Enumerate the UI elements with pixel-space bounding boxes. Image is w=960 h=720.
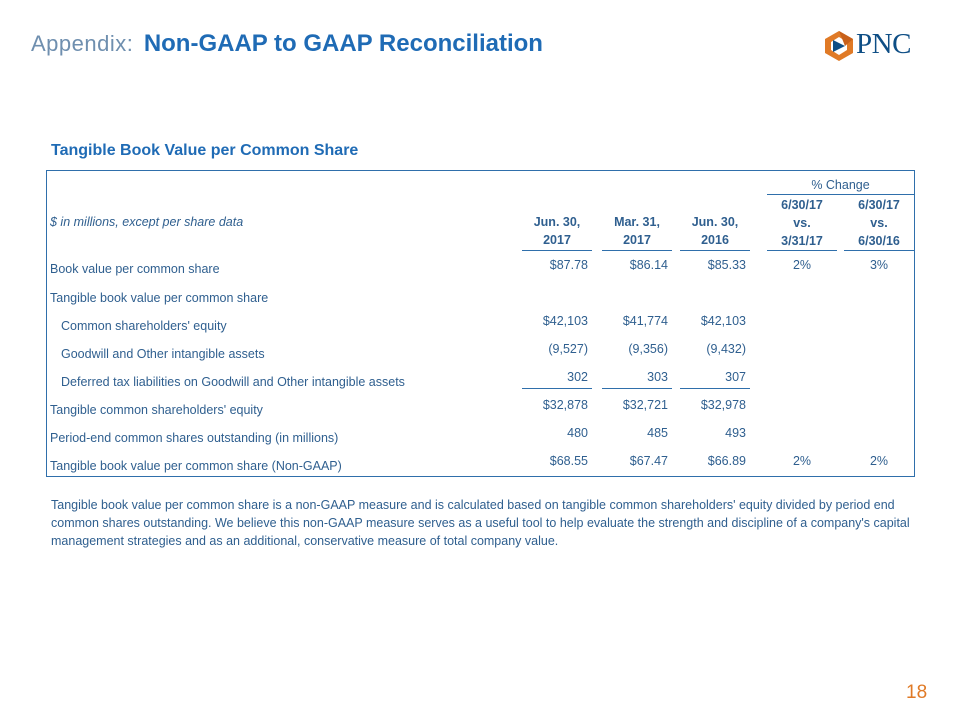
header-rule-2 xyxy=(602,250,672,251)
cell-value: $32,878 xyxy=(542,398,588,412)
pnc-logo: PNC xyxy=(824,28,934,62)
row-label: Tangible common shareholders' equity xyxy=(50,403,263,417)
cell-value: 302 xyxy=(567,370,588,384)
title-main: Non-GAAP to GAAP Reconciliation xyxy=(143,30,543,57)
cell-pct: 2% xyxy=(869,454,889,468)
cell-pct: 3% xyxy=(869,258,889,272)
cell-value: (9,432) xyxy=(706,342,746,356)
cell-value: 493 xyxy=(725,426,746,440)
header-rule-4 xyxy=(767,250,837,251)
col-header-jun-2017: Jun. 30, 2017 xyxy=(533,215,581,247)
row-label: Deferred tax liabilities on Goodwill and… xyxy=(61,375,405,389)
header-rule-3 xyxy=(680,250,750,251)
col-header-jun-2016: Jun. 30, 2016 xyxy=(691,215,739,247)
row-label: Common shareholders' equity xyxy=(61,319,227,333)
cell-value: 485 xyxy=(647,426,668,440)
pct-change-header: % Change xyxy=(811,178,870,192)
cell-value: $42,103 xyxy=(700,314,746,328)
header-rule-5 xyxy=(844,250,914,251)
row-label: Goodwill and Other intangible assets xyxy=(61,347,265,361)
col-header-mar-2017: Mar. 31, 2017 xyxy=(614,215,660,247)
cell-pct: 2% xyxy=(792,258,812,272)
cell-value: $86.14 xyxy=(629,258,668,272)
cell-value: $87.78 xyxy=(549,258,588,272)
cell-value: (9,527) xyxy=(548,342,588,356)
cell-value: $68.55 xyxy=(549,454,588,468)
units-label: $ in millions, except per share data xyxy=(50,215,244,229)
col-header-pct-y: 6/30/17 vs. 6/30/16 xyxy=(858,198,900,248)
cell-value: $32,978 xyxy=(700,398,746,412)
cell-value: 307 xyxy=(725,370,746,384)
title-prefix: Appendix: xyxy=(31,31,134,56)
row-label: Book value per common share xyxy=(50,262,220,276)
header-rule-1 xyxy=(522,250,592,251)
row-label: Tangible book value per common share (No… xyxy=(50,459,342,473)
cell-value: 303 xyxy=(647,370,668,384)
col-header-pct-q: 6/30/17 vs. 3/31/17 xyxy=(781,198,823,248)
reconciliation-table: % Change $ in millions, except per share… xyxy=(46,170,915,477)
section-title: Tangible Book Value per Common Share xyxy=(51,142,359,159)
cell-value: $42,103 xyxy=(542,314,588,328)
page-number: 18 xyxy=(906,682,928,703)
pnc-logo-icon xyxy=(825,31,853,61)
pct-change-rule xyxy=(767,194,914,195)
subtotal-rule-2 xyxy=(602,388,672,389)
subtotal-rule-1 xyxy=(522,388,592,389)
cell-value: 480 xyxy=(567,426,588,440)
cell-value: $41,774 xyxy=(622,314,668,328)
subtotal-rule-3 xyxy=(680,388,750,389)
footnote: Tangible book value per common share is … xyxy=(51,498,910,548)
cell-value: $67.47 xyxy=(629,454,668,468)
cell-value: $66.89 xyxy=(707,454,746,468)
page-title: Appendix: Non-GAAP to GAAP Reconciliatio… xyxy=(31,30,543,58)
row-label: Period-end common shares outstanding (in… xyxy=(50,431,339,445)
cell-value: $85.33 xyxy=(707,258,746,272)
cell-value: $32,721 xyxy=(622,398,668,412)
logo-wordmark: PNC xyxy=(856,28,911,60)
cell-pct: 2% xyxy=(792,454,812,468)
cell-value: (9,356) xyxy=(628,342,668,356)
row-label: Tangible book value per common share xyxy=(50,291,269,305)
